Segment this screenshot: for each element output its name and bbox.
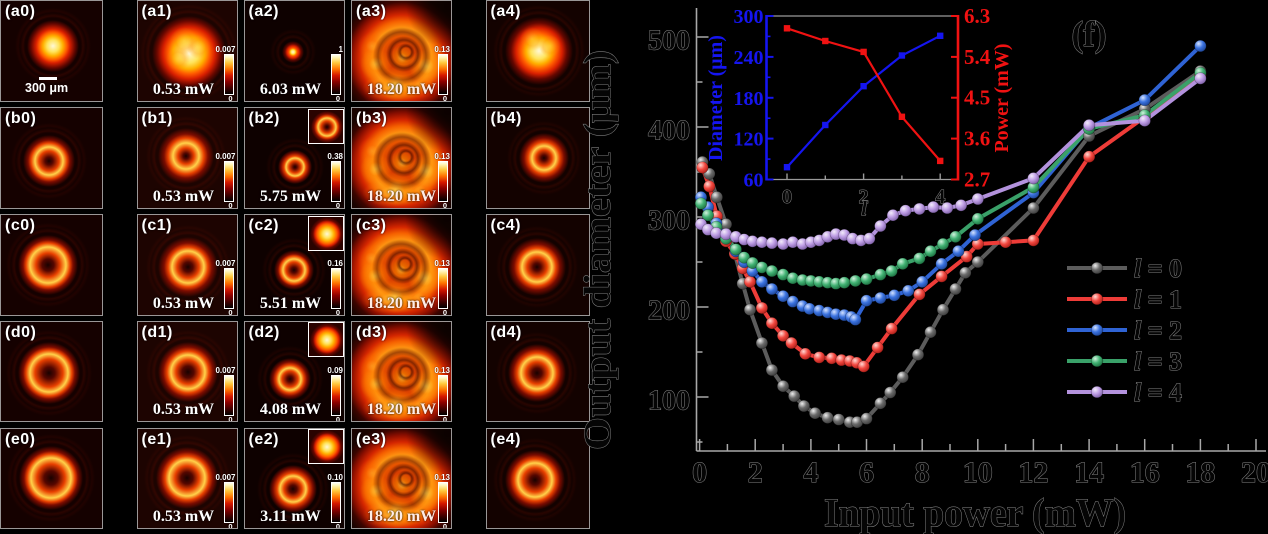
svg-text:4: 4 <box>935 186 945 208</box>
svg-text:500: 500 <box>648 26 690 57</box>
svg-text:l = 4: l = 4 <box>1134 378 1182 407</box>
svg-text:8: 8 <box>915 456 930 489</box>
svg-text:100: 100 <box>648 386 690 417</box>
svg-text:6: 6 <box>859 456 874 489</box>
svg-text:2: 2 <box>859 186 869 208</box>
svg-text:300: 300 <box>734 6 764 28</box>
svg-text:Power (mW): Power (mW) <box>991 43 1013 152</box>
svg-text:60: 60 <box>744 170 764 192</box>
svg-text:l = 0: l = 0 <box>1134 254 1182 283</box>
svg-text:3.6: 3.6 <box>964 127 990 151</box>
svg-text:16: 16 <box>1130 456 1160 489</box>
svg-text:2.7: 2.7 <box>964 168 990 192</box>
svg-text:Diameter (μm): Diameter (μm) <box>705 35 727 161</box>
svg-text:120: 120 <box>734 129 764 151</box>
svg-text:300: 300 <box>648 206 690 237</box>
svg-text:20: 20 <box>1241 456 1268 489</box>
svg-text:180: 180 <box>734 88 764 110</box>
svg-text:12: 12 <box>1018 456 1048 489</box>
svg-text:0: 0 <box>782 186 792 208</box>
svg-text:l: l <box>861 198 867 220</box>
svg-text:4.5: 4.5 <box>964 86 990 110</box>
svg-text:5.4: 5.4 <box>964 45 991 69</box>
svg-text:0: 0 <box>692 456 707 489</box>
svg-text:14: 14 <box>1074 456 1104 489</box>
svg-text:200: 200 <box>648 296 690 327</box>
svg-text:240: 240 <box>734 47 764 69</box>
svg-text:6.3: 6.3 <box>964 4 990 28</box>
svg-text:l = 3: l = 3 <box>1134 347 1182 376</box>
svg-text:l = 1: l = 1 <box>1134 285 1182 314</box>
svg-text:4: 4 <box>803 456 818 489</box>
svg-text:2: 2 <box>748 456 763 489</box>
svg-text:Input power (mW): Input power (mW) <box>824 490 1126 534</box>
svg-text:(f): (f) <box>1072 14 1107 54</box>
svg-text:Output diameter (μm): Output diameter (μm) <box>577 50 619 450</box>
svg-text:10: 10 <box>963 456 993 489</box>
svg-text:18: 18 <box>1185 456 1215 489</box>
svg-text:400: 400 <box>648 116 690 147</box>
svg-text:l = 2: l = 2 <box>1134 316 1182 345</box>
